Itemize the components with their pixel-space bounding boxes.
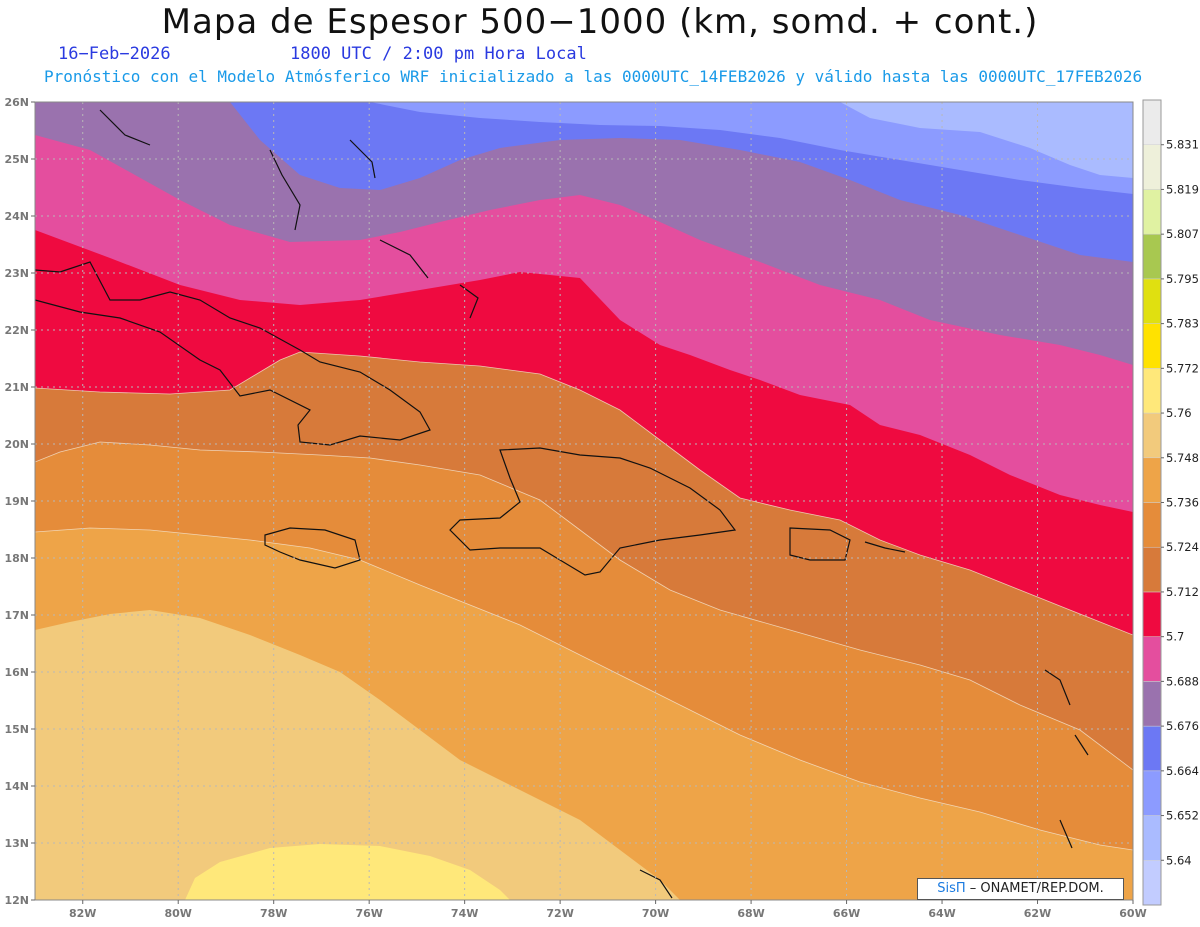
bahamas-5 [99,109,151,146]
colorbar-label: 5.64 [1166,853,1192,867]
colorbar-segment [1142,546,1162,593]
virgin-islands [864,541,906,553]
colorbar-segment [1142,412,1162,459]
forecast-date: 16−Feb−2026 [58,44,171,64]
band-5748 [35,610,680,900]
lon-label: 64W [928,907,955,920]
colorbar-segment [1142,502,1162,548]
colorbar-label: 5.712 [1166,585,1199,599]
credit-text: – ONAMET/REP.DOM. [969,881,1104,896]
colorbar-label: 5.676 [1166,719,1199,733]
lat-label: 14N [4,780,29,793]
lon-label: 82W [69,907,96,920]
colorbar-segment [1142,457,1162,503]
thickness-field [35,102,1133,900]
colorbar-label: 5.724 [1166,540,1199,554]
lon-label: 60W [1119,907,1146,920]
colorbar-segment [1142,99,1162,145]
map-title: Mapa de Espesor 500−1000 (km, somd. + co… [161,2,1039,42]
colorbar-segment [1142,636,1162,682]
colorbar-segment [1142,860,1162,906]
lon-label: 72W [546,907,573,920]
band-5652 [840,102,1133,178]
lon-label: 78W [260,907,287,920]
colorbar-label: 5.688 [1166,674,1199,688]
colorbar-label: 5.795 [1166,272,1199,286]
lat-label: 25N [4,153,29,166]
antilles-2 [1074,734,1089,756]
lon-label: 74W [451,907,478,920]
colorbar-label: 5.736 [1166,496,1199,510]
colorbar-segment [1142,323,1162,369]
latitude-labels: 26N 25N 24N 23N 22N 21N 20N 19N 18N 17N 16N 15N 14N 1… [4,96,35,907]
contour-lines [35,351,1133,851]
credit-box: SisΠ – ONAMET/REP.DOM. [917,878,1124,900]
colorbar-segment [1142,368,1162,414]
colorbar-label: 5.807 [1166,227,1199,241]
jamaica-coast [264,527,361,569]
bahamas-3 [379,239,429,279]
colorbar-label: 5.652 [1166,809,1199,823]
colorbar-label: 5.831 [1166,138,1199,152]
lon-label: 76W [355,907,382,920]
bahamas-4 [459,284,479,319]
central-america [639,869,673,899]
cuba-coast [35,261,431,446]
lat-label: 20N [4,438,29,451]
hispaniola-coast [449,447,737,576]
lat-label: 26N [4,96,29,109]
lat-label: 21N [4,381,29,394]
colorbar-segment [1142,189,1162,235]
puerto-rico-coast [789,527,851,561]
colorbar-segment [1142,144,1162,190]
lat-label: 15N [4,723,29,736]
colorbar-segment [1142,278,1162,324]
colorbar-label: 5.7 [1166,630,1184,644]
lat-label: 24N [4,210,29,223]
lat-label: 22N [4,324,29,337]
forecast-time: 1800 UTC / 2:00 pm Hora Local [290,44,587,64]
colorbar-segment [1142,233,1162,280]
lat-label: 12N [4,894,29,907]
band-5760 [185,844,510,900]
map-gridlines [35,102,1133,900]
colorbar-label: 5.772 [1166,361,1199,375]
credit-brand: SisΠ [937,881,966,896]
antilles-3 [1059,819,1073,849]
colorbar-segment [1142,815,1162,861]
antilles-1 [1044,669,1071,706]
lon-label: 70W [642,907,669,920]
lon-label: 80W [164,907,191,920]
lon-label: 62W [1024,907,1051,920]
longitude-labels: 82W 80W 78W 76W 74W 72W 70W 68W 66W 64W 62W 60W [69,900,1147,920]
lon-label: 68W [737,907,764,920]
colorbar-label: 5.748 [1166,451,1199,465]
colorbar-label: 5.819 [1166,182,1199,196]
colorbar-label: 5.664 [1166,764,1199,778]
bahamas-2 [349,139,376,179]
bahamas-1 [269,149,301,231]
colorbar-label: 5.783 [1166,317,1199,331]
lat-label: 23N [4,267,29,280]
colorbar: 5.64 5.652 5.664 5.676 5.688 5.7 5.712 5.724 5.7… [1142,99,1199,906]
lat-label: 18N [4,552,29,565]
coastlines [35,109,1089,899]
forecast-subtitle: Pronóstico con el Modelo Atmósferico WRF… [44,67,1143,86]
colorbar-segment [1142,770,1162,816]
lat-label: 19N [4,495,29,508]
colorbar-segment [1142,681,1162,727]
lon-label: 66W [833,907,860,920]
lat-label: 13N [4,837,29,850]
colorbar-segment [1142,725,1162,772]
colorbar-label: 5.76 [1166,406,1192,420]
lat-label: 17N [4,609,29,622]
lat-label: 16N [4,666,29,679]
colorbar-segment [1142,591,1162,637]
